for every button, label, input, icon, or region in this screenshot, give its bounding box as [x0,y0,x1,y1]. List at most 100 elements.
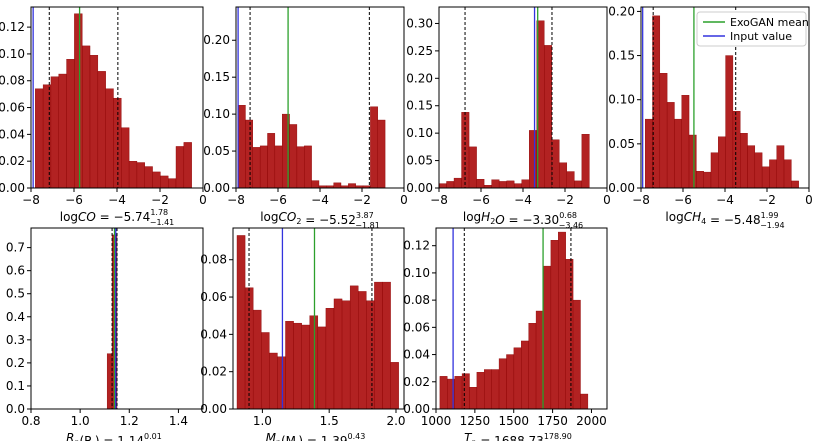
x-tick-label: 0 [603,193,611,207]
histogram-bar [491,369,500,409]
histogram-bar [370,106,378,188]
plot-area [236,228,399,409]
histogram-bar [304,145,312,188]
histogram-bar [97,71,106,188]
histogram-bar [167,178,177,188]
x-axis-label: logCO2 = −5.523.87 −1.81 [260,210,380,230]
histogram-bar [461,373,470,409]
histogram-bar [529,130,537,188]
y-tick-label: 0.00 [0,181,25,195]
legend-box [696,11,807,47]
x-tick-label: −8 [22,193,40,207]
histogram-bar [544,45,552,188]
histogram-bar [377,119,386,188]
y-tick-label: 0.15 [406,99,433,113]
x-tick-label: 0.8 [21,414,40,428]
y-tick-label: 0.08 [0,74,25,88]
plot-area [439,228,589,409]
histogram-bar [498,358,507,409]
histogram-bar [581,134,590,188]
x-tick-label: 1250 [460,414,491,428]
x-axis-label: Rp(RJ) = 1.140.01−0.01 [66,431,168,441]
y-tick-label: 0.00 [608,181,635,195]
x-tick-label: 1.0 [71,414,90,428]
panel-logCO: 0.00 0.02 0.04 0.06 0.08 0.10 0.12 −8 −6 −4 −2 0 log… [0,6,207,227]
histogram-bar [454,376,463,409]
x-tick-label: −8 [227,193,245,207]
histogram-bar [237,105,246,188]
plot-area [642,7,799,188]
x-tick-label: −8 [430,193,448,207]
x-tick-label: −2 [353,193,371,207]
histogram-bar [558,231,566,409]
histogram-bar [521,179,530,188]
panel-Mp: 0.00 0.02 0.04 0.06 0.08 1.0 1.5 2.0 Mp(MJ) = 1.… [200,227,406,441]
histogram-bar [358,291,367,409]
x-tick-label: 1500 [498,414,529,428]
histogram-bar [439,376,448,409]
x-tick-label: −8 [632,193,650,207]
histogram-bar [566,171,575,188]
x-tick-label: −2 [556,193,574,207]
panel-logCH4: 0.00 0.05 0.10 0.15 0.20 −8 −6 −4 −2 0 logCH4 = −5… [608,4,813,230]
histogram-bar [105,88,114,188]
histogram-bar [309,315,319,409]
y-tick-label: 0.10 [203,107,230,121]
x-tick-label: 1.2 [120,414,139,428]
x-axis-label: logH2O = −3.300.68 −3.46 [463,210,583,230]
y-tick-label: 0.12 [403,239,430,253]
histogram-bar [274,145,283,188]
histogram-bar [681,95,690,188]
histogram-bar [732,110,741,188]
histogram-bar [348,183,356,188]
x-tick-label: 1000 [421,414,452,428]
x-axis-label: logCH4 = −5.481.99 −1.94 [665,210,784,230]
plot-area [439,7,590,188]
x-tick-label: −6 [65,193,83,207]
histogram-bar [267,133,276,188]
legend-mean-label: ExoGAN mean [730,16,809,29]
histogram-bar [252,309,262,409]
histogram-bar [572,299,581,409]
histogram-bar [528,323,537,409]
y-tick-label: 0.0 [6,402,25,416]
histogram-bar [366,300,375,409]
histogram-bar [89,55,99,188]
x-tick-label: −2 [151,193,169,207]
x-tick-label: 0 [400,193,408,207]
y-tick-label: 0.3 [6,333,25,347]
histogram-bar [136,162,145,188]
x-tick-label: 1.0 [253,414,272,428]
histogram-bar [574,180,583,188]
histogram-bar [543,265,552,409]
histogram-bar [740,133,748,188]
histogram-bar [506,180,515,188]
histogram-bar [710,152,719,188]
x-tick-label: −6 [269,193,287,207]
histogram-bar [374,281,383,409]
histogram-bar [674,118,682,188]
y-tick-label: 0.2 [6,356,25,370]
histogram-bar [390,362,399,409]
x-tick-label: 0 [199,193,207,207]
histogram-bar [476,372,485,409]
histogram-bar [277,356,286,409]
y-tick-label: 0.04 [200,327,227,341]
y-tick-label: 0.10 [403,266,430,280]
histogram-bar [183,142,192,188]
histogram-bar [121,127,130,188]
y-tick-label: 0.04 [0,127,25,141]
axes-frame [232,227,405,410]
histogram-bar [696,171,704,188]
histogram-bar [106,353,113,409]
histogram-bar [311,180,320,188]
histogram-bar [293,322,302,409]
histogram-bar [535,310,544,409]
y-tick-label: 0.05 [608,137,635,151]
axes-frame [30,227,204,410]
histogram-bar [58,73,67,188]
histogram-bar [269,352,278,409]
histogram-bar [349,285,359,409]
histogram-bar [521,340,529,409]
y-tick-label: 0.30 [406,16,433,30]
